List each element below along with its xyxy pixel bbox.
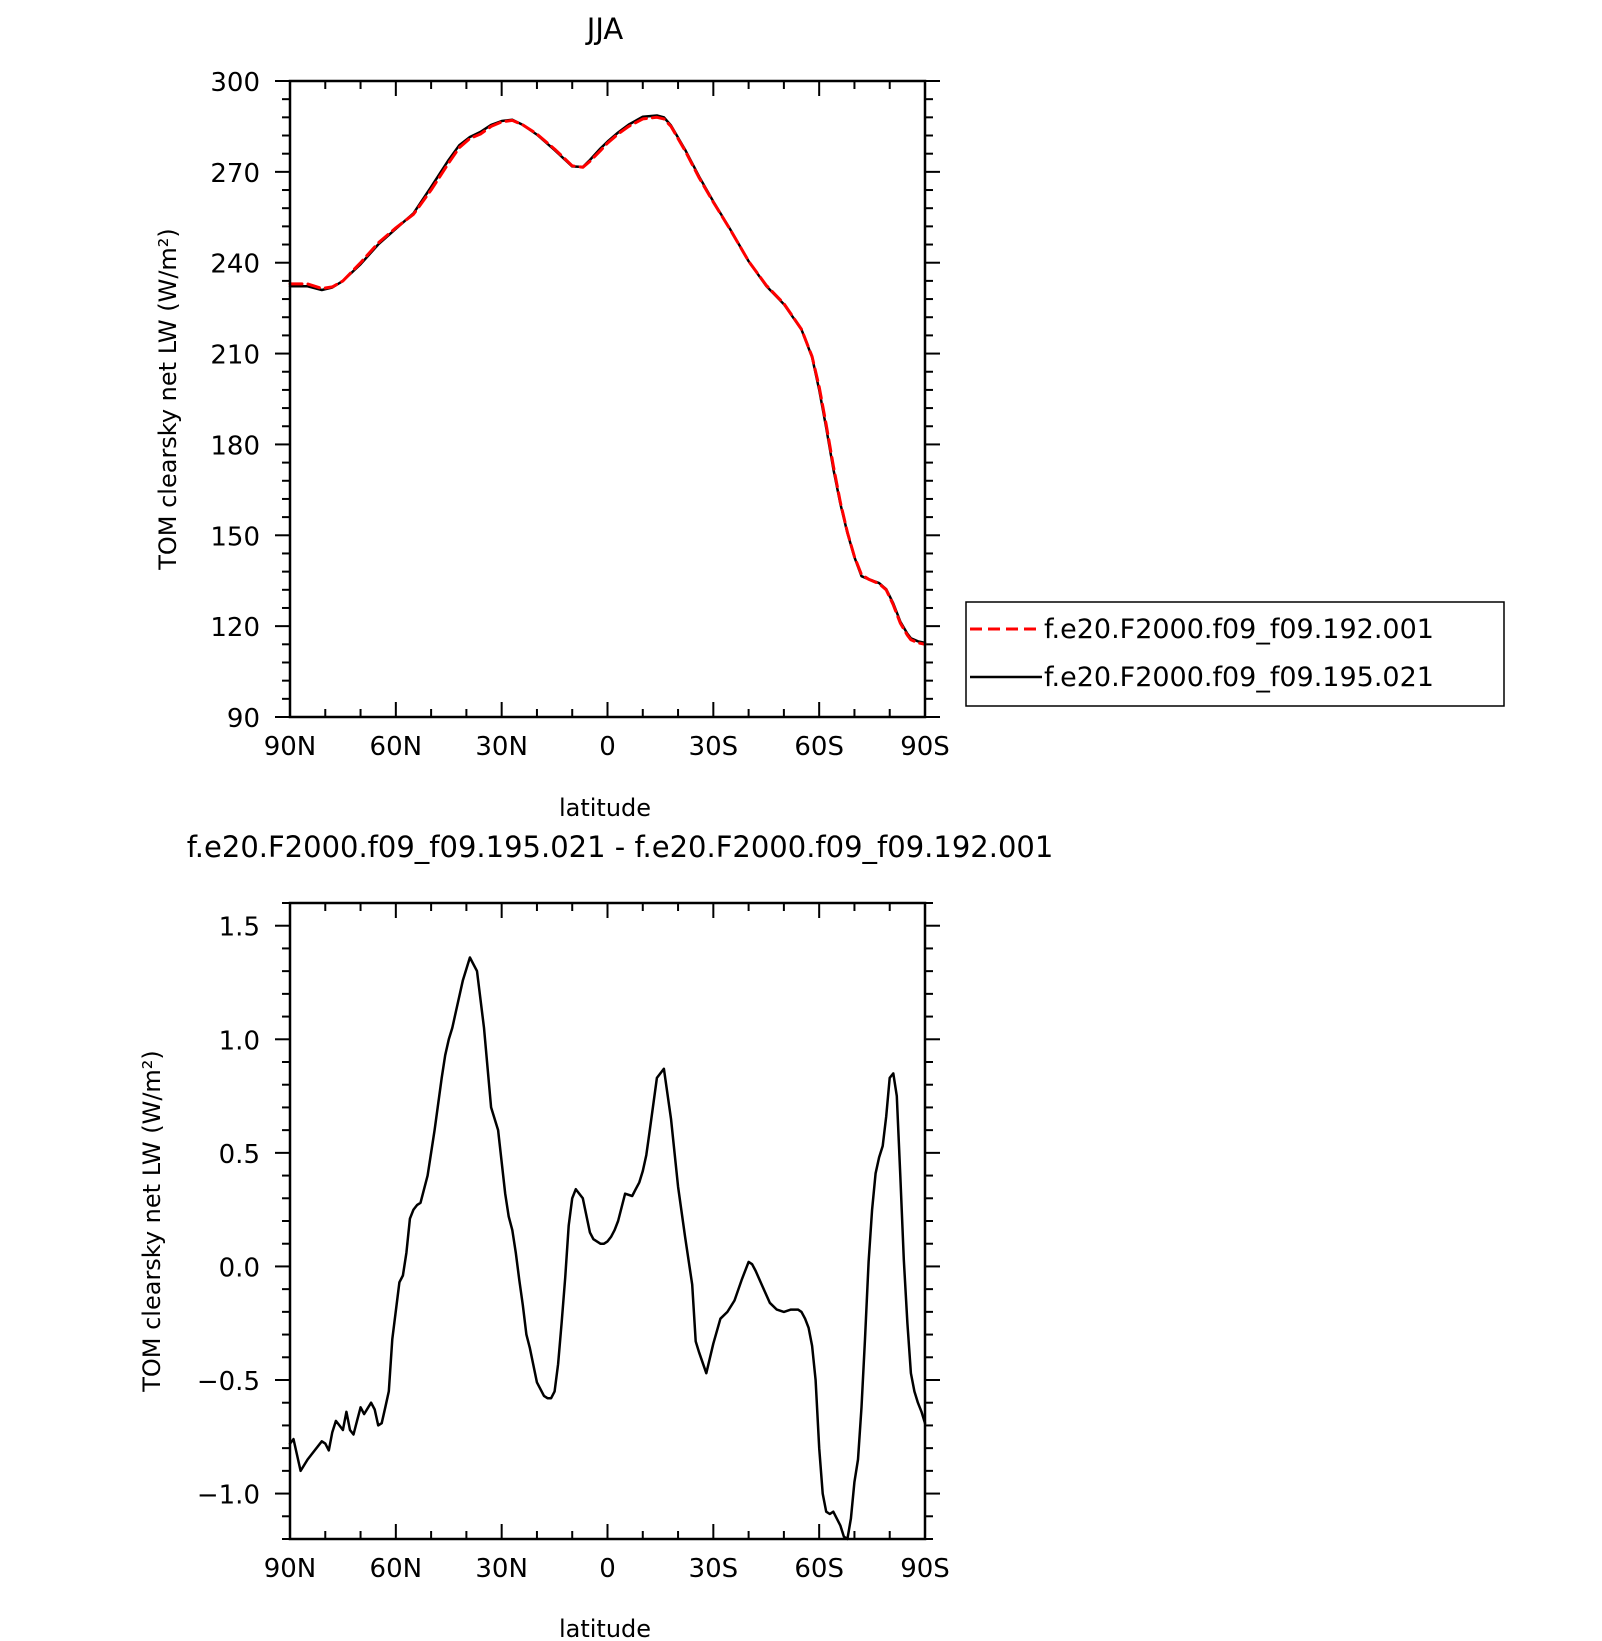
x-tick-label: 90N	[264, 1554, 317, 1584]
top-chart-tick-labels: 90N 60N 30N 0 30S 60S 90S 90 120 150 180 210 240 270 3…	[210, 68, 949, 762]
bottom-chart-xlabel: latitude	[559, 1615, 651, 1641]
bottom-chart-series	[288, 956, 927, 1541]
top-chart: JJA 90N 60N 30N 0 30S 60S 90S 90 120 150 180 210 240…	[154, 12, 1505, 822]
top-chart-xlabel: latitude	[559, 794, 651, 822]
series-line-1	[288, 115, 927, 646]
y-tick-label: 270	[210, 159, 260, 189]
y-tick-label: 120	[210, 613, 260, 643]
x-tick-label: 30N	[475, 1554, 528, 1584]
y-tick-label: 300	[210, 68, 260, 98]
x-tick-label: 0	[599, 732, 616, 762]
bottom-chart-title: f.e20.F2000.f09_f09.195.021 - f.e20.F200…	[187, 830, 1054, 864]
y-tick-label: 0.5	[219, 1140, 260, 1170]
top-chart-ylabel: TOM clearsky net LW (W/m²)	[154, 228, 182, 571]
x-tick-label: 30N	[475, 732, 528, 762]
bottom-chart-tick-labels: 90N 60N 30N 0 30S 60S 90S −1.0 −0.5 0.0 0.5 1.0 1.5	[197, 913, 950, 1584]
x-tick-label: 60S	[794, 1554, 844, 1584]
x-tick-label: 60N	[370, 732, 423, 762]
series-line-2	[288, 114, 927, 645]
y-tick-label: −0.5	[197, 1367, 260, 1397]
y-tick-label: 0.0	[219, 1253, 260, 1283]
x-tick-label: 60N	[370, 1554, 423, 1584]
y-tick-label: 150	[210, 522, 260, 552]
top-chart-frame	[288, 79, 927, 719]
x-tick-label: 30S	[689, 732, 739, 762]
legend-entry-series-2: f.e20.F2000.f09_f09.195.021	[1044, 662, 1434, 693]
x-tick-label: 0	[599, 1554, 616, 1584]
legend-box	[965, 601, 1505, 707]
legend-entry-series-1: f.e20.F2000.f09_f09.192.001	[1044, 614, 1434, 645]
bottom-chart-frame	[288, 901, 927, 1541]
top-chart-title: JJA	[585, 12, 624, 46]
y-tick-label: 1.0	[219, 1026, 260, 1056]
series-line-1	[288, 956, 927, 1541]
y-tick-label: 210	[210, 341, 260, 371]
y-tick-label: 180	[210, 431, 260, 461]
x-tick-label: 90S	[900, 1554, 950, 1584]
top-chart-ticks	[275, 80, 940, 718]
y-tick-label: 1.5	[219, 913, 260, 943]
x-tick-label: 60S	[794, 732, 844, 762]
y-tick-label: 240	[210, 250, 260, 280]
bottom-chart-ticks	[275, 902, 940, 1540]
x-tick-label: 90N	[264, 732, 317, 762]
top-chart-legend: f.e20.F2000.f09_f09.192.001 f.e20.F2000.…	[965, 601, 1505, 707]
bottom-chart-ylabel: TOM clearsky net LW (W/m²)	[138, 1050, 166, 1393]
x-tick-label: 30S	[689, 1554, 739, 1584]
x-tick-label: 90S	[900, 732, 950, 762]
y-tick-label: −1.0	[197, 1481, 260, 1511]
top-chart-series	[288, 114, 927, 646]
y-tick-label: 90	[227, 704, 260, 734]
bottom-chart: f.e20.F2000.f09_f09.195.021 - f.e20.F200…	[138, 830, 1053, 1641]
